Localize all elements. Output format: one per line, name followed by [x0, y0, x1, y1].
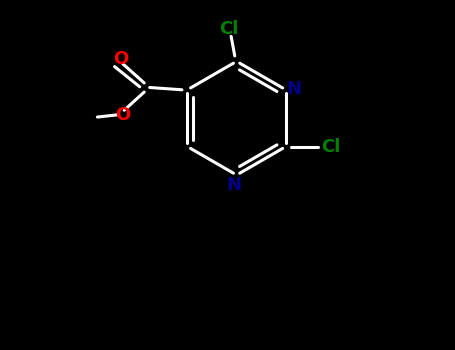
- Text: Cl: Cl: [322, 138, 341, 156]
- Text: N: N: [287, 80, 302, 98]
- Text: O: O: [113, 50, 128, 68]
- Text: N: N: [227, 176, 242, 194]
- Text: Cl: Cl: [219, 20, 238, 38]
- Text: O: O: [115, 106, 130, 124]
